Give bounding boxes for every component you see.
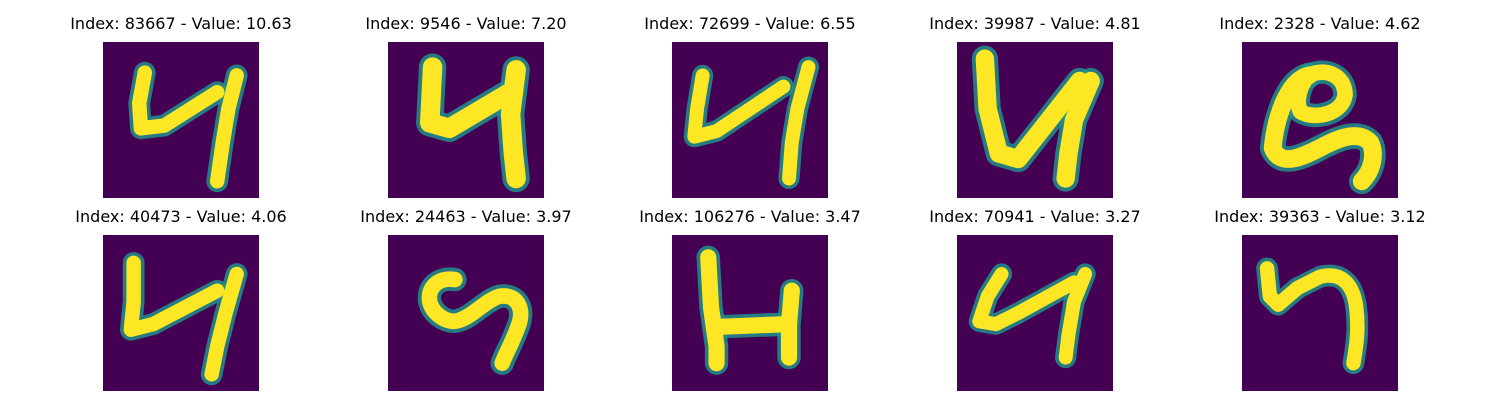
digit-image: [957, 42, 1113, 198]
digit-image: [957, 235, 1113, 391]
digit-image: [672, 42, 828, 198]
panel-title: Index: 40473 - Value: 4.06: [75, 207, 287, 226]
panel-title: Index: 70941 - Value: 3.27: [929, 207, 1141, 226]
panel-title: Index: 2328 - Value: 4.62: [1219, 14, 1421, 33]
panel-title: Index: 9546 - Value: 7.20: [365, 14, 567, 33]
digit-image: [103, 235, 259, 391]
digit-panel: Index: 83667 - Value: 10.63: [70, 12, 292, 198]
panel-title: Index: 39363 - Value: 3.12: [1214, 207, 1426, 226]
digit-panel: Index: 39363 - Value: 3.12: [1214, 205, 1426, 391]
digit-panel: Index: 72699 - Value: 6.55: [644, 12, 856, 198]
panel-title: Index: 83667 - Value: 10.63: [70, 14, 292, 33]
digit-image: [1242, 235, 1398, 391]
panel-title: Index: 39987 - Value: 4.81: [929, 14, 1141, 33]
digit-panel: Index: 40473 - Value: 4.06: [75, 205, 287, 391]
digit-image: [1242, 42, 1398, 198]
digit-panel: Index: 9546 - Value: 7.20: [365, 12, 567, 198]
digit-image: [388, 42, 544, 198]
digit-image: [388, 235, 544, 391]
digit-panel: Index: 39987 - Value: 4.81: [929, 12, 1141, 198]
digit-image: [672, 235, 828, 391]
digit-image: [103, 42, 259, 198]
digit-panel: Index: 24463 - Value: 3.97: [360, 205, 572, 391]
panel-title: Index: 106276 - Value: 3.47: [639, 207, 861, 226]
panel-title: Index: 24463 - Value: 3.97: [360, 207, 572, 226]
digit-panel: Index: 70941 - Value: 3.27: [929, 205, 1141, 391]
panel-title: Index: 72699 - Value: 6.55: [644, 14, 856, 33]
digit-panel: Index: 106276 - Value: 3.47: [639, 205, 861, 391]
digit-panel: Index: 2328 - Value: 4.62: [1219, 12, 1421, 198]
